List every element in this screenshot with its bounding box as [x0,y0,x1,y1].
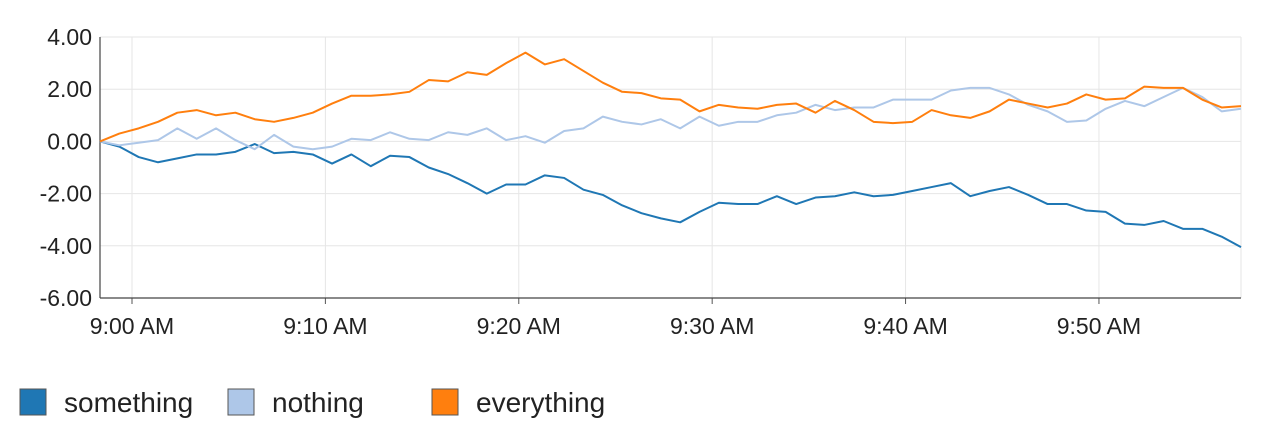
y-tick-label: 4.00 [47,24,92,50]
y-tick-label: 2.00 [47,76,92,102]
x-tick-label: 9:00 AM [90,313,174,339]
legend: something nothing everything [19,387,605,418]
series-line-nothing [99,86,1242,151]
y-tick-label: -4.00 [40,233,92,259]
legend-swatch [19,388,47,416]
axes: 4.00 2.00 0.00 -2.00 -4.00 -6.009:00 AM 9:10 A… [40,24,1241,339]
legend-label: something [64,387,193,418]
x-tick-label: 9:10 AM [283,313,367,339]
legend-swatch [227,388,255,416]
x-tick-label: 9:20 AM [477,313,561,339]
legend-swatch [431,388,459,416]
series-line-everything [99,51,1242,143]
x-tick-label: 9:50 AM [1057,313,1141,339]
legend-item-nothing[interactable]: nothing [227,387,364,418]
legend-item-everything[interactable]: everything [431,387,605,418]
grid [100,36,1242,299]
x-tick-label: 9:30 AM [670,313,754,339]
legend-item-something[interactable]: something [19,387,193,418]
x-tick-label: 9:40 AM [863,313,947,339]
series-line-something [99,140,1242,248]
series-lines [99,51,1242,248]
y-tick-label: -2.00 [40,181,92,207]
legend-label: nothing [272,387,364,418]
y-tick-label: -6.00 [40,285,92,311]
y-tick-label: 0.00 [47,128,92,154]
legend-label: everything [476,387,605,418]
